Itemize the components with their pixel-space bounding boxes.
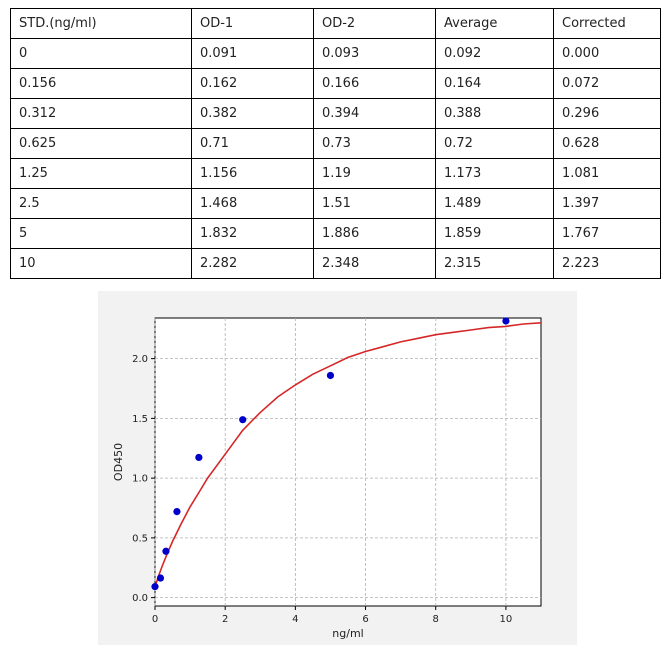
x-tick-label: 0 — [152, 614, 158, 625]
table-cell: 1.173 — [435, 158, 554, 189]
table-cell: 0.73 — [313, 128, 436, 159]
column-header: STD.(ng/ml) — [10, 8, 192, 39]
column-header: Average — [435, 8, 554, 39]
table-row: 2.5 1.468 1.51 1.489 1.397 — [10, 188, 661, 219]
standard-curve-chart: 0 2 4 6 8 10 0.0 0.5 1.0 1.5 2.0 ng/ml OD450 — [98, 291, 577, 645]
table-cell: 1.397 — [553, 188, 661, 219]
table-row: 0.312 0.382 0.394 0.388 0.296 — [10, 98, 661, 129]
table-cell: 1.25 — [10, 158, 192, 189]
chart-svg: 0 2 4 6 8 10 0.0 0.5 1.0 1.5 2.0 ng/ml OD450 — [112, 317, 542, 640]
table-cell: 0.296 — [553, 98, 661, 129]
table-cell: 1.886 — [313, 218, 436, 249]
data-point — [173, 507, 181, 516]
table-cell: 0.382 — [191, 98, 314, 129]
table-cell: 0.625 — [10, 128, 192, 159]
table-cell: 0.312 — [10, 98, 192, 129]
table-cell: 1.767 — [553, 218, 661, 249]
x-tick-label: 2 — [222, 614, 228, 625]
table-cell: 1.156 — [191, 158, 314, 189]
table-cell: 1.832 — [191, 218, 314, 249]
x-tick-label: 10 — [500, 614, 513, 625]
table-cell: 0.093 — [313, 38, 436, 69]
data-point — [156, 574, 165, 582]
column-header: Corrected — [553, 8, 661, 39]
table-cell: 5 — [10, 218, 192, 249]
plot-area — [154, 317, 542, 607]
table-cell: 0.091 — [191, 38, 314, 69]
table-cell: 2.5 — [10, 188, 192, 219]
table-cell: 0 — [10, 38, 192, 69]
table-cell: 10 — [10, 248, 192, 279]
x-tick-label: 8 — [433, 614, 439, 625]
data-point — [195, 453, 203, 462]
table-cell: 0.628 — [553, 128, 661, 159]
table-row: 5 1.832 1.886 1.859 1.767 — [10, 218, 661, 249]
table-cell: 0.388 — [435, 98, 554, 129]
y-tick-label: 0.5 — [132, 533, 148, 544]
table-cell: 1.19 — [313, 158, 436, 189]
table-cell: 1.51 — [313, 188, 436, 219]
y-axis-label: OD450 — [112, 443, 125, 481]
table-cell: 0.072 — [553, 68, 661, 99]
standard-curve-table: STD.(ng/ml) OD-1 OD-2 Average Corrected 0 0.09… — [10, 8, 661, 279]
table-row: 0 0.091 0.093 0.092 0.000 — [10, 38, 661, 69]
data-point — [151, 583, 159, 591]
table-cell: 2.223 — [553, 248, 661, 279]
table-row: 0.156 0.162 0.166 0.164 0.072 — [10, 68, 661, 99]
table-cell: 2.315 — [435, 248, 554, 279]
table-cell: 0.72 — [435, 128, 554, 159]
x-axis-label: ng/ml — [332, 627, 363, 640]
table-row: 10 2.282 2.348 2.315 2.223 — [10, 248, 661, 279]
table-row: 1.25 1.156 1.19 1.173 1.081 — [10, 158, 661, 189]
table-cell: 1.489 — [435, 188, 554, 219]
x-tick-label: 4 — [292, 614, 298, 625]
data-point — [162, 547, 170, 555]
data-point — [239, 416, 247, 424]
table-row: 0.625 0.71 0.73 0.72 0.628 — [10, 128, 661, 159]
y-tick-label: 1.0 — [132, 474, 148, 485]
table-cell: 1.859 — [435, 218, 554, 249]
table-header-row: STD.(ng/ml) OD-1 OD-2 Average Corrected — [10, 8, 661, 39]
column-header: OD-1 — [191, 8, 314, 39]
data-point — [502, 317, 510, 325]
fit-curve-line — [154, 322, 542, 588]
table-cell: 0.162 — [191, 68, 314, 99]
x-tick-label: 6 — [362, 614, 368, 625]
table-cell: 0.394 — [313, 98, 436, 129]
table-cell: 1.081 — [553, 158, 661, 189]
table-cell: 0.166 — [313, 68, 436, 99]
table-cell: 1.468 — [191, 188, 314, 219]
table-cell: 0.71 — [191, 128, 314, 159]
table-cell: 0.156 — [10, 68, 192, 99]
table-cell: 0.000 — [553, 38, 661, 69]
column-header: OD-2 — [313, 8, 436, 39]
table-cell: 0.164 — [435, 68, 554, 99]
y-tick-label: 0.0 — [132, 593, 148, 604]
table-cell: 2.282 — [191, 248, 314, 279]
data-point — [326, 371, 335, 380]
y-tick-label: 2.0 — [132, 354, 148, 365]
table-cell: 2.348 — [313, 248, 436, 279]
table-cell: 0.092 — [435, 38, 554, 69]
y-tick-label: 1.5 — [132, 414, 148, 425]
